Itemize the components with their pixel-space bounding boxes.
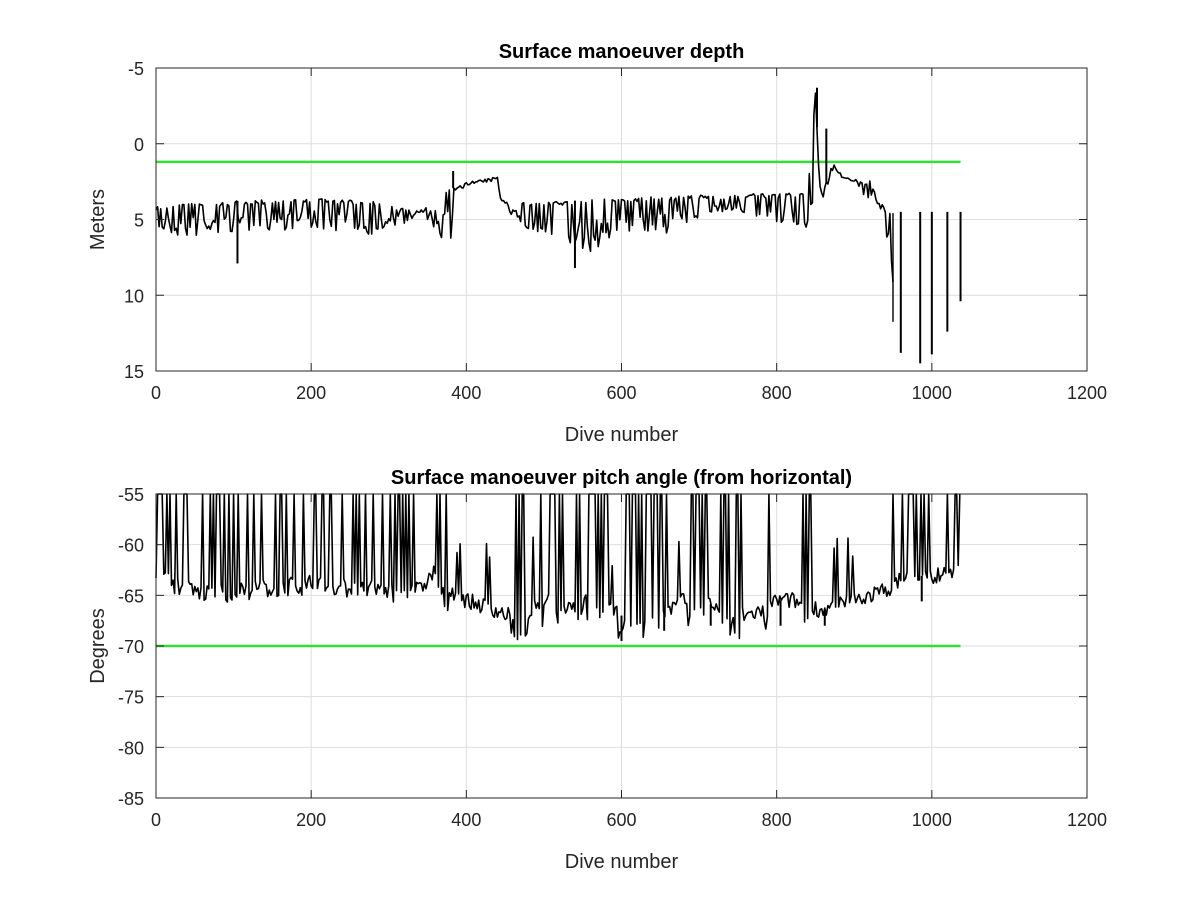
pitch-x-axis-label: Dive number — [565, 851, 679, 873]
pitch-chart: 0 200 400 600 800 1000 1200 -55 -60 -65 -70 -75 -80 -… — [87, 467, 1107, 873]
pitch-y-axis-label: Degrees — [87, 608, 109, 684]
depth-y-axis-label: Meters — [87, 189, 109, 250]
pitch-y-tick-label: -70 — [118, 637, 144, 657]
pitch-x-tick-label: 600 — [606, 810, 636, 830]
pitch-x-tick-label: 800 — [762, 810, 792, 830]
pitch-series — [155, 493, 961, 641]
depth-y-tick-label: 10 — [124, 286, 144, 306]
depth-x-tick-label: 1000 — [912, 383, 952, 403]
pitch-trace-line — [155, 493, 961, 641]
depth-y-tick-label: 5 — [134, 211, 144, 231]
depth-x-tick-label: 400 — [451, 383, 481, 403]
pitch-y-tick-label: -80 — [118, 738, 144, 758]
pitch-y-tick-label: -75 — [118, 688, 144, 708]
depth-y-tick-label: 0 — [134, 135, 144, 155]
depth-trace-line — [155, 92, 894, 283]
pitch-x-tick-label: 1000 — [912, 810, 952, 830]
depth-x-tick-label: 200 — [296, 383, 326, 403]
depth-y-tick-label: -5 — [128, 59, 144, 79]
depth-y-tick-label: 15 — [124, 362, 144, 382]
depth-ticks: 0 200 400 600 800 1000 1200 -5 0 5 10 15 — [124, 59, 1107, 403]
pitch-x-tick-label: 0 — [151, 810, 161, 830]
pitch-x-tick-label: 400 — [451, 810, 481, 830]
pitch-y-tick-label: -65 — [118, 586, 144, 606]
depth-x-axis-label: Dive number — [565, 424, 679, 446]
pitch-y-tick-label: -85 — [118, 789, 144, 809]
pitch-ticks: 0 200 400 600 800 1000 1200 -55 -60 -65 -70 -75 -80 -… — [118, 485, 1107, 830]
pitch-chart-title: Surface manoeuver pitch angle (from hori… — [391, 467, 852, 489]
pitch-x-tick-label: 200 — [296, 810, 326, 830]
depth-x-tick-label: 800 — [762, 383, 792, 403]
pitch-x-tick-label: 1200 — [1067, 810, 1107, 830]
depth-chart-title: Surface manoeuver depth — [499, 41, 745, 63]
depth-x-tick-label: 1200 — [1067, 383, 1107, 403]
depth-x-tick-label: 0 — [151, 383, 161, 403]
pitch-y-tick-label: -55 — [118, 485, 144, 505]
depth-series — [155, 87, 962, 364]
depth-chart: 0 200 400 600 800 1000 1200 -5 0 5 10 15 Surface ma… — [87, 41, 1107, 446]
pitch-y-tick-label: -60 — [118, 536, 144, 556]
depth-x-tick-label: 600 — [606, 383, 636, 403]
